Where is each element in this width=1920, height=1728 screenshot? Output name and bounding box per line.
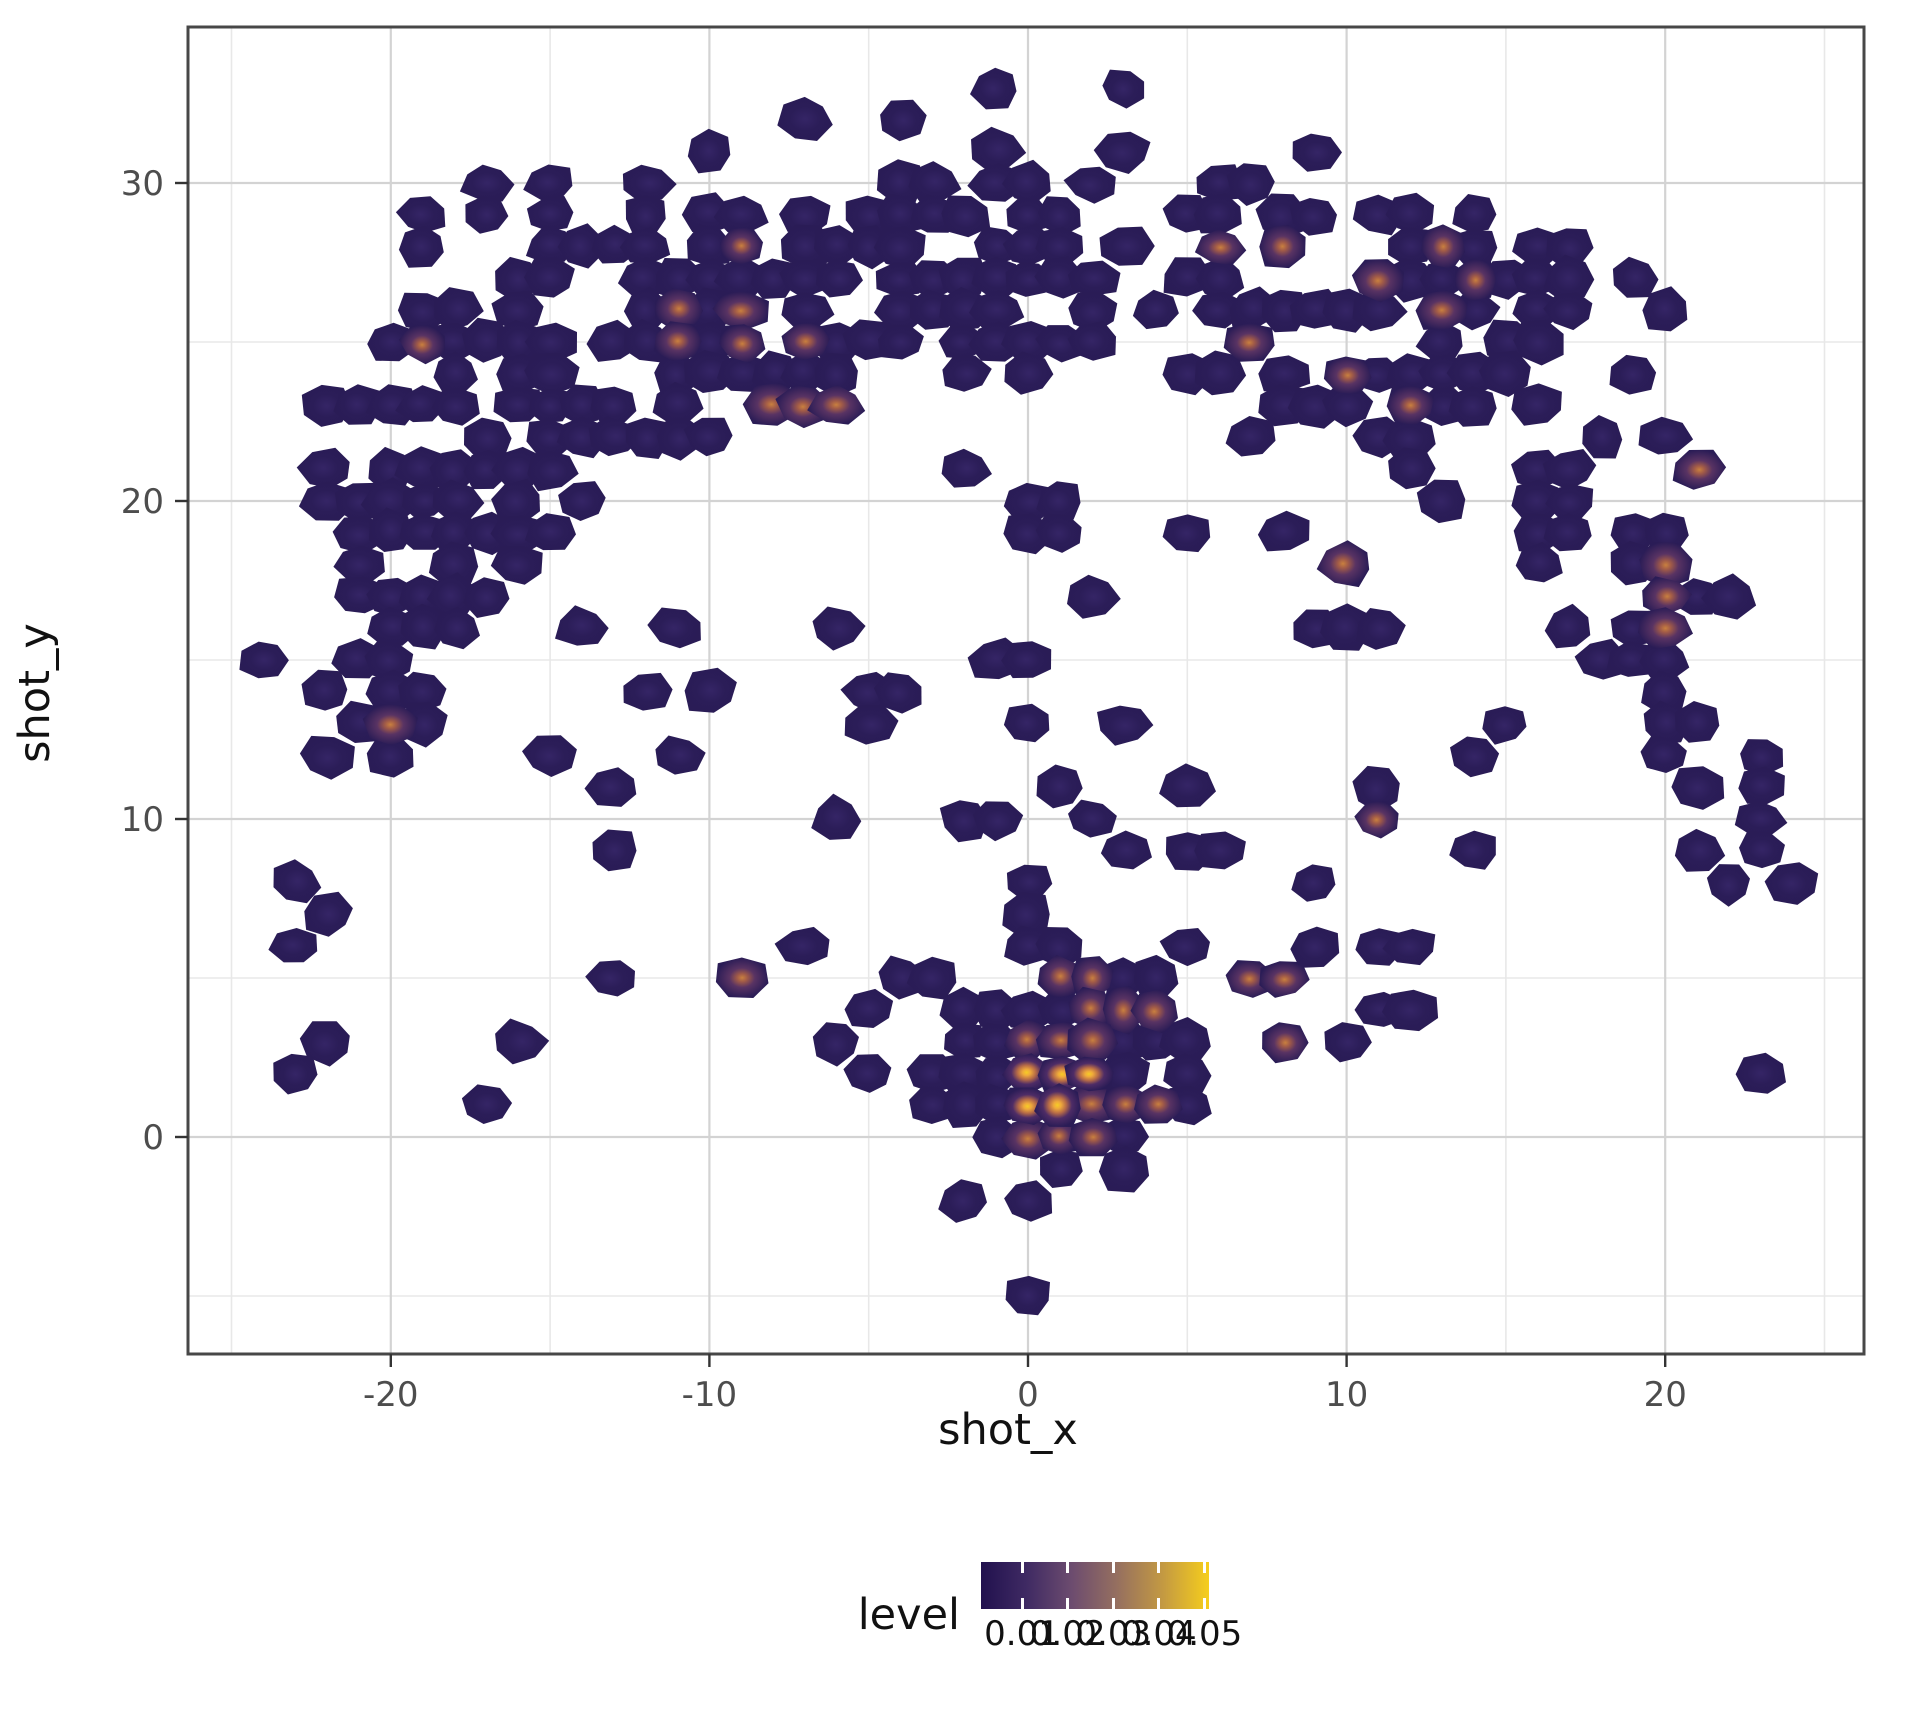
legend-tick-label: 0.05 [1166,1614,1243,1654]
legend-tick-mark [1066,1562,1070,1573]
x-tick-label: -10 [682,1375,738,1415]
legend-tick-mark [1066,1598,1070,1609]
legend-tick-mark [1157,1562,1161,1573]
x-tick-label: 20 [1644,1375,1687,1415]
legend-tick-mark [1202,1598,1206,1609]
legend-tick-labels: 0.01 0.02 0.03 0.04 0.05 [981,1614,1242,1660]
y-axis-title: shot_y [10,623,60,763]
legend-tick-mark [1202,1562,1206,1573]
y-tick-label: 30 [121,164,164,204]
legend-tick-mark [1111,1562,1115,1573]
legend-colorbar [981,1562,1209,1609]
legend-tick-label: 0.01 [984,1614,1060,1654]
y-tick-label: 10 [121,800,164,840]
legend-tick-label: 0.03 [1075,1614,1152,1654]
legend-tick-label: 0.04 [1120,1614,1197,1654]
legend-tick-mark [1157,1598,1161,1609]
legend-tick-label: 0.02 [1029,1614,1106,1654]
x-tick-label: 10 [1325,1375,1368,1415]
y-tick-label: 20 [121,482,164,522]
x-tick-label: 0 [1017,1375,1039,1415]
legend-title: level [857,1590,960,1640]
legend-tick-mark [1020,1562,1024,1573]
legend-tick-mark [1111,1598,1115,1609]
x-tick-label: -20 [363,1375,419,1415]
x-axis-title: shot_x [938,1405,1078,1455]
legend-tick-mark [1020,1598,1024,1609]
legend: level 0.01 0.02 0.03 0.04 0.05 [820,1540,1340,1690]
y-tick-label: 0 [142,1118,164,1158]
